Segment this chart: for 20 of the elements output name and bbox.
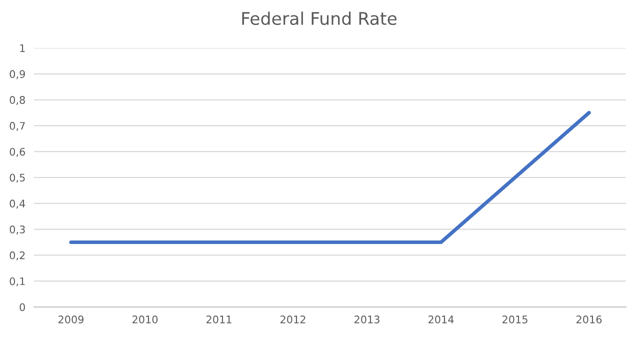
y-tick-label: 0,3 bbox=[10, 226, 25, 234]
y-tick-label: 0,9 bbox=[10, 70, 25, 80]
x-tick-label: 2013 bbox=[354, 316, 380, 324]
chart-title: Federal Fund Rate bbox=[242, 12, 397, 26]
y-tick-label: 0,5 bbox=[10, 174, 25, 183]
y-tick-label: 0,1 bbox=[10, 277, 25, 286]
y-tick-label: 0,8 bbox=[10, 96, 25, 105]
y-tick-label: 0,4 bbox=[10, 200, 26, 209]
x-tick-label: 2011 bbox=[206, 316, 232, 324]
y-tick-label: 0,2 bbox=[10, 251, 25, 260]
x-tick-label: 2016 bbox=[576, 316, 602, 324]
y-tick-label: 1 bbox=[20, 44, 25, 52]
x-tick-label: 2012 bbox=[280, 316, 306, 324]
x-tick-label: 2009 bbox=[58, 316, 84, 324]
x-tick-label: 2010 bbox=[132, 316, 158, 324]
y-tick-label: 0 bbox=[20, 303, 25, 312]
y-tick-label: 0,6 bbox=[10, 148, 26, 157]
x-tick-label: 2015 bbox=[502, 316, 528, 324]
x-tick-label: 2014 bbox=[428, 316, 454, 324]
y-tick-label: 0,7 bbox=[10, 122, 25, 131]
